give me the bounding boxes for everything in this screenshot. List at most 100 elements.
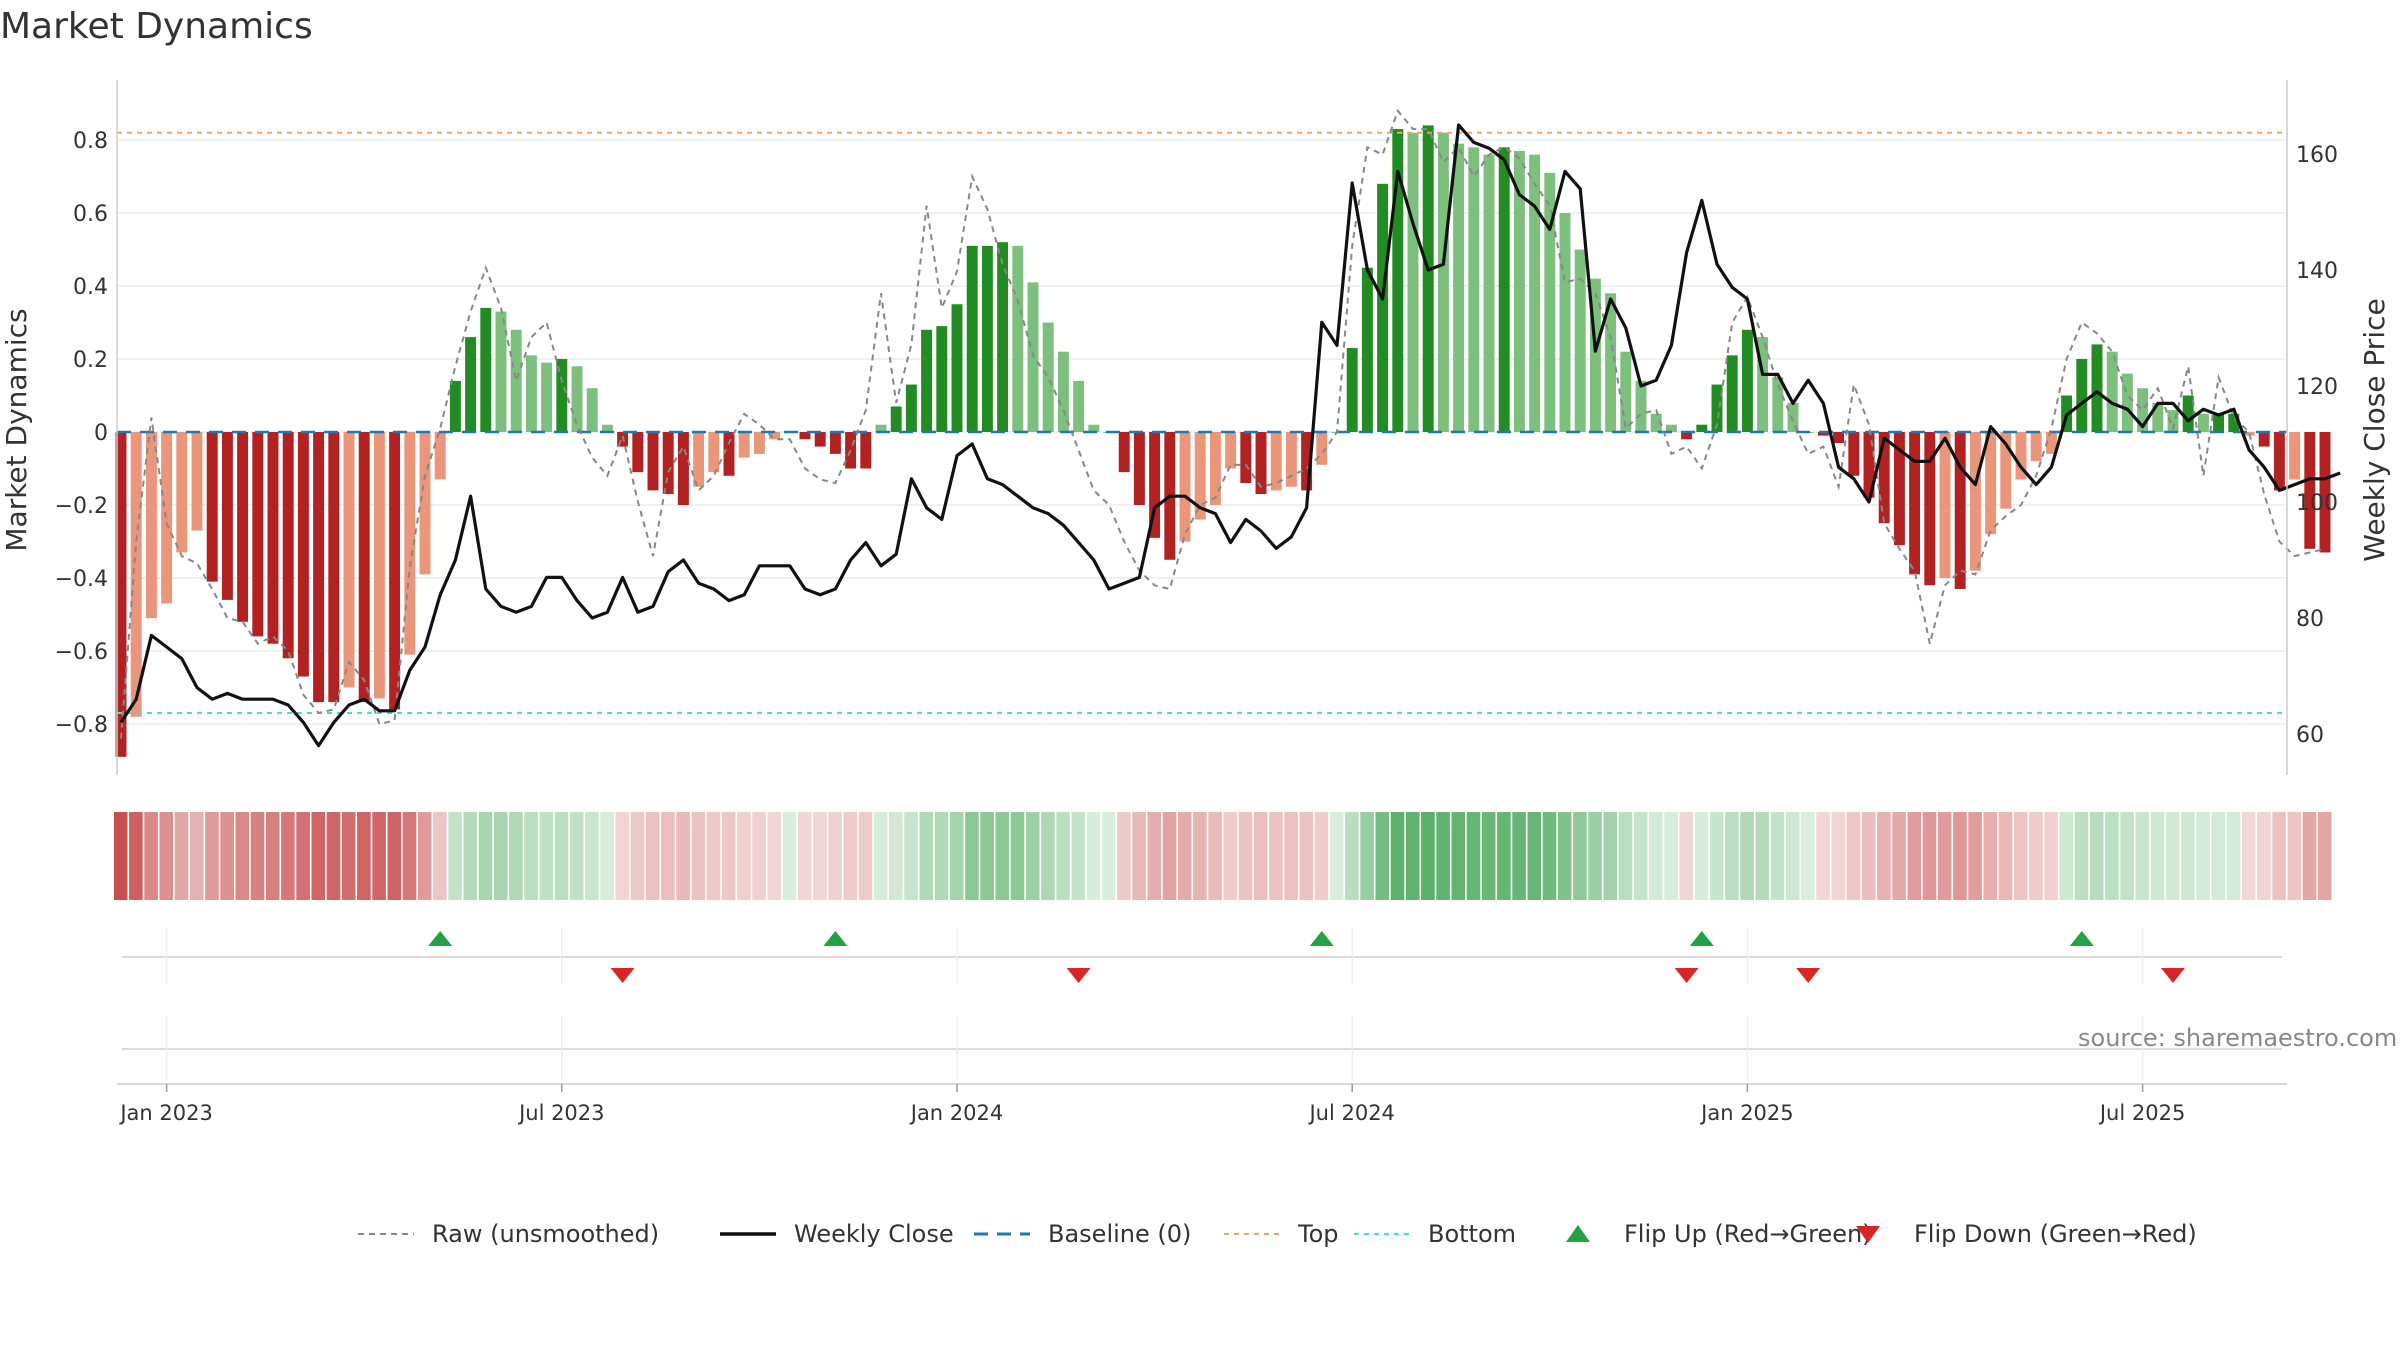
dynamics-bar [936, 326, 948, 432]
dynamics-bar [1377, 183, 1389, 432]
flip-up-marker [823, 931, 848, 946]
regime-strip-cell [2196, 812, 2210, 900]
legend-item: Raw (unsmoothed) [358, 1220, 659, 1248]
dynamics-bar [237, 432, 249, 622]
dynamics-bar [449, 380, 461, 432]
dynamics-bar [1848, 432, 1860, 476]
regime-strip-cell [220, 812, 234, 900]
regime-strip-cell [1557, 812, 1572, 900]
dynamics-bar [951, 304, 963, 432]
regime-strip-cell [1633, 812, 1648, 900]
dynamics-bar [2000, 432, 2012, 509]
regime-strip-cell [296, 812, 310, 900]
regime-strip-cell [1968, 812, 1982, 900]
regime-strip-cell [2059, 812, 2074, 900]
dynamics-bar [966, 245, 978, 432]
dynamics-bar [2152, 402, 2164, 432]
dynamics-bar [738, 432, 750, 458]
dynamics-bar [1696, 424, 1708, 432]
regime-strip-cell [1360, 812, 1374, 900]
dynamics-bar [161, 432, 173, 604]
regime-strip-cell [2317, 812, 2332, 900]
legend-item: Flip Up (Red→Green) [1566, 1220, 1872, 1248]
dynamics-bar [677, 432, 689, 505]
dynamics-bar [2228, 413, 2240, 432]
dynamics-bar [2137, 388, 2149, 432]
regime-strip-cell [1208, 812, 1222, 900]
regime-strip-cell [1725, 812, 1739, 900]
regime-strip-cell [2150, 812, 2165, 900]
dynamics-bar [1209, 432, 1221, 505]
regime-strip-cell [843, 812, 858, 900]
regime-strip-cell [1193, 812, 1207, 900]
regime-strip-cell [1603, 812, 1618, 900]
dynamics-bar [1589, 278, 1601, 432]
regime-strip-cell [1162, 812, 1177, 900]
regime-strip-cell [1497, 812, 1511, 900]
dynamics-bar [525, 355, 537, 432]
dynamics-bar [1027, 282, 1039, 432]
x-tick-label: Jul 2025 [2098, 1101, 2185, 1125]
dynamics-bar [176, 432, 188, 553]
regime-strip-cell [159, 812, 174, 900]
regime-strip-cell [1664, 812, 1678, 900]
dynamics-bar [1969, 432, 1981, 571]
flip-down-marker [1796, 968, 1821, 983]
regime-strip-cell [205, 812, 219, 900]
regime-strip-cell [1998, 812, 2013, 900]
dynamics-bar [1711, 384, 1723, 432]
dynamics-bar [1559, 213, 1571, 432]
regime-strip-cell [1512, 812, 1526, 900]
dynamics-bar [343, 432, 355, 688]
dynamics-bar [1924, 432, 1936, 586]
dynamics-bar [1498, 147, 1510, 433]
dynamics-bar [1057, 351, 1069, 432]
regime-strip-cell [1481, 812, 1496, 900]
legend-item: Baseline (0) [974, 1220, 1191, 1248]
dynamics-bar [1012, 245, 1024, 432]
regime-strip-cell [463, 812, 478, 900]
dynamics-bar [2167, 410, 2179, 432]
regime-strip-cell [1284, 812, 1298, 900]
regime-strip-cell [965, 812, 979, 900]
dynamics-bar [221, 432, 233, 600]
flip-up-marker [2069, 931, 2094, 946]
y-tick-label: −0.6 [55, 640, 108, 665]
dynamics-bar [1149, 432, 1161, 538]
time-axis: Jan 2023 Jul 2023 Jan 2024 Jul 2024 Jan 2025… [117, 1083, 2287, 1125]
dynamics-bar [541, 362, 553, 432]
regime-strip-cell [2181, 812, 2195, 900]
legend-label: Flip Up (Red→Green) [1624, 1220, 1872, 1248]
regime-strip [113, 812, 2332, 900]
legend: Raw (unsmoothed) Weekly Close Baseline (0)… [358, 1220, 2197, 1248]
legend-item: Top [1224, 1220, 1339, 1248]
regime-strip-cell [129, 812, 143, 900]
regime-strip-cell [1177, 812, 1192, 900]
dynamics-bar [708, 432, 720, 473]
regime-strip-cell [509, 812, 523, 900]
dynamics-bar [997, 242, 1009, 432]
dynamics-bar [1635, 380, 1647, 432]
regime-strip-cell [1801, 812, 1815, 900]
regime-strip-cell [645, 812, 660, 900]
regime-strip-cell [980, 812, 994, 900]
regime-strip-cell [2044, 812, 2058, 900]
regime-strip-cell [782, 812, 797, 900]
regime-strip-cell [1025, 812, 1040, 900]
dynamics-bar [981, 245, 993, 432]
regime-strip-cell [569, 812, 584, 900]
dynamics-bar [2258, 432, 2270, 447]
regime-strip-cell [706, 812, 721, 900]
dynamics-bar [2091, 344, 2103, 432]
regime-strip-cell [1846, 812, 1861, 900]
dynamics-bar [1681, 432, 1693, 440]
dynamics-bar [2273, 432, 2285, 491]
regime-strip-cell [2089, 812, 2104, 900]
y-tick-label: −0.8 [55, 713, 108, 738]
regime-strip-cell [1740, 812, 1754, 900]
y-axis-label: Market Dynamics [0, 308, 33, 551]
regime-strip-cell [1421, 812, 1435, 900]
dynamics-bar [480, 307, 492, 432]
regime-strip-cell [2272, 812, 2286, 900]
